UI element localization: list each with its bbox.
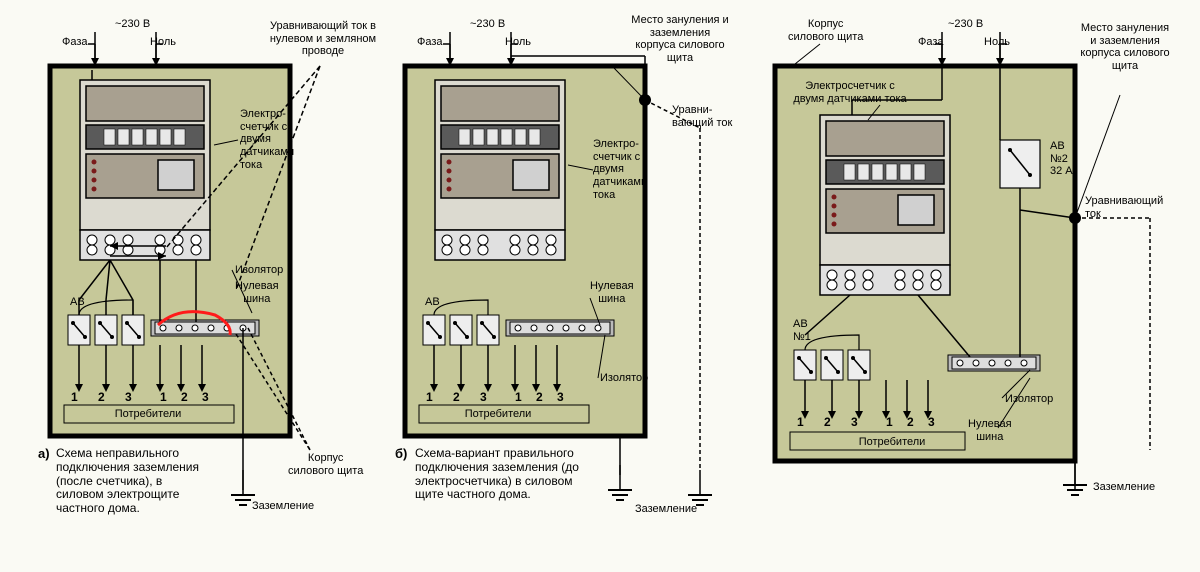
- neutral-bus-a: Нулевая шина: [235, 280, 279, 305]
- num-b-3: 3: [480, 391, 487, 405]
- num-b-6: 3: [557, 391, 564, 405]
- meter-label-a: Электро- счетчик с двумя датчиками тока: [240, 108, 294, 171]
- ab1-c: АВ №1: [793, 318, 811, 343]
- neutral-b: Ноль: [505, 36, 531, 49]
- eq-cur-b: Уравни- вающий ток: [672, 104, 732, 129]
- bond-pt-c: Место зануления и заземления корпуса сил…: [1060, 22, 1190, 73]
- ground-a: Заземление: [252, 500, 314, 513]
- phase-b: Фаза: [417, 36, 443, 49]
- eq-cur-c: Уравнивающий ток: [1085, 195, 1163, 220]
- num-a-1: 1: [71, 391, 78, 405]
- num-c-4: 1: [886, 416, 893, 430]
- meter-label-c: Электросчетчик с двумя датчиками тока: [790, 80, 910, 105]
- num-b-2: 2: [453, 391, 460, 405]
- ground-c: Заземление: [1093, 481, 1155, 494]
- consumers-c: Потребители: [832, 436, 952, 449]
- phase-c: Фаза: [918, 36, 944, 49]
- num-a-4: 1: [160, 391, 167, 405]
- num-b-4: 1: [515, 391, 522, 405]
- num-b-1: 1: [426, 391, 433, 405]
- a-marker: а): [38, 447, 50, 462]
- enclosure-a: Корпус силового щита: [288, 452, 363, 477]
- ground-b: Заземление: [635, 503, 697, 516]
- num-a-2: 2: [98, 391, 105, 405]
- ab-b: АВ: [425, 296, 440, 309]
- voltage-b: ~230 В: [470, 18, 505, 31]
- num-c-6: 3: [928, 416, 935, 430]
- consumers-a: Потребители: [108, 408, 188, 421]
- meter-label-b: Электро- счетчик с двумя датчиками тока: [593, 138, 647, 201]
- caption-a: Схема неправильного подключения заземлен…: [56, 447, 226, 516]
- eq-both-a: Уравнивающий ток в нулевом и земляном пр…: [263, 20, 383, 58]
- isolator-b: Изолятор: [600, 372, 648, 385]
- num-a-5: 2: [181, 391, 188, 405]
- caption-b: Схема-вариант правильного подключения за…: [415, 447, 615, 502]
- voltage-c: ~230 В: [948, 18, 983, 31]
- voltage-a: ~230 В: [115, 18, 150, 31]
- num-a-3: 3: [125, 391, 132, 405]
- enclosure-c: Корпус силового щита: [788, 18, 863, 43]
- num-b-5: 2: [536, 391, 543, 405]
- b-marker: б): [395, 447, 407, 462]
- bond-pt-b: Место зануления и заземления корпуса сил…: [615, 14, 745, 65]
- neutral-bus-c: Нулевая шина: [968, 418, 1012, 443]
- num-c-3: 3: [851, 416, 858, 430]
- neutral-bus-b: Нулевая шина: [590, 280, 634, 305]
- neutral-c: Ноль: [984, 36, 1010, 49]
- neutral-a: Ноль: [150, 36, 176, 49]
- isolator-a: Изолятор: [235, 264, 283, 277]
- ab-a: АВ: [70, 296, 85, 309]
- num-c-2: 2: [824, 416, 831, 430]
- num-c-5: 2: [907, 416, 914, 430]
- phase-a: Фаза: [62, 36, 88, 49]
- consumers-b: Потребители: [458, 408, 538, 421]
- isolator-c: Изолятор: [1005, 393, 1053, 406]
- num-a-6: 3: [202, 391, 209, 405]
- ab2-c: АВ №2 32 А: [1050, 140, 1073, 178]
- num-c-1: 1: [797, 416, 804, 430]
